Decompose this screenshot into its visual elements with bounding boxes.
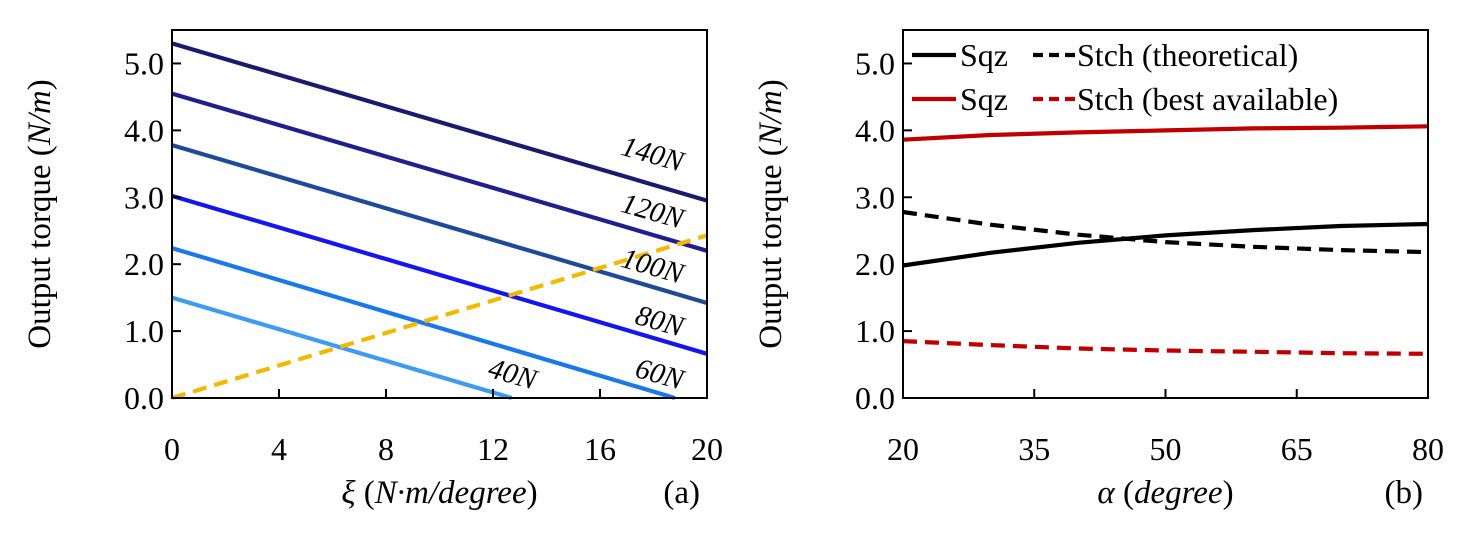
x-tick-label: 16	[584, 431, 616, 467]
y-axis-label: Output torque (N/m)	[753, 79, 789, 348]
chart-panel-a: 0 4 8 12 16 20 0.0 1.0 2.0 3.0 4.0 5.0 ξ (N·m/degree…	[22, 29, 723, 511]
y-tick-label: 2.0	[124, 246, 164, 282]
legend-label: Stch (theoretical)	[1077, 37, 1298, 73]
y-tick-label: 5.0	[855, 45, 895, 81]
line-label-140n: 140N	[618, 130, 689, 179]
legend-label: Sqz	[960, 37, 1008, 73]
x-tick-label: 35	[1018, 431, 1050, 467]
x-tick-label: 80	[1412, 431, 1444, 467]
series-line-sqz	[902, 124, 1429, 142]
x-tick-label: 12	[477, 431, 509, 467]
y-tick-label: 1.0	[124, 313, 164, 349]
x-axis-label: ξ (N·m/degree)	[341, 475, 537, 511]
line-label-60n: 60N	[632, 352, 689, 397]
series-line-60n	[171, 246, 676, 401]
y-tick-label: 3.0	[855, 179, 895, 215]
y-tick-label: 0.0	[124, 380, 164, 416]
y-tick-label: 4.0	[124, 112, 164, 148]
panel-label: (a)	[663, 475, 700, 511]
series-line-stch-theoretical-	[902, 209, 1429, 255]
legend: Sqz Stch (theoretical) Sqz Stch (best avail…	[912, 37, 1338, 117]
plot-frame	[171, 29, 708, 399]
x-tick-label: 0	[164, 431, 180, 467]
x-tick-label: 20	[887, 431, 919, 467]
series-line-120n	[171, 91, 708, 253]
y-tick-label: 2.0	[855, 246, 895, 282]
x-tick-label: 20	[691, 431, 723, 467]
series-line-dashed-6	[171, 233, 708, 401]
y-tick-label: 3.0	[124, 179, 164, 215]
series-line-stch-best-available-	[902, 339, 1429, 356]
y-axis-label: Output torque (N/m)	[22, 79, 58, 348]
y-tick-label: 5.0	[124, 45, 164, 81]
x-tick-label: 65	[1281, 431, 1313, 467]
x-axis-symbol: α	[1097, 475, 1115, 511]
legend-label: Stch (best available)	[1077, 81, 1338, 117]
chart-panel-b: 20 35 50 65 80 0.0 1.0 2.0 3.0 4.0 5.0 α (degree) Ou…	[753, 29, 1444, 511]
series-line-sqz	[902, 221, 1429, 268]
y-tick-label: 1.0	[855, 313, 895, 349]
y-tick-label: 4.0	[855, 112, 895, 148]
panel-label: (b)	[1385, 475, 1423, 511]
line-label-100n: 100N	[618, 242, 689, 291]
x-axis-label: α (degree)	[1097, 475, 1233, 511]
y-tick-label: 0.0	[855, 380, 895, 416]
x-axis-symbol: ξ	[341, 475, 356, 511]
legend-label: Sqz	[960, 81, 1008, 117]
x-tick-label: 8	[378, 431, 394, 467]
line-label-80n: 80N	[632, 299, 689, 344]
series-line-100n	[171, 143, 708, 306]
series-line-140n	[171, 41, 708, 203]
series-line-80n	[171, 193, 708, 356]
x-tick-label: 4	[271, 431, 287, 467]
x-tick-label: 50	[1150, 431, 1182, 467]
